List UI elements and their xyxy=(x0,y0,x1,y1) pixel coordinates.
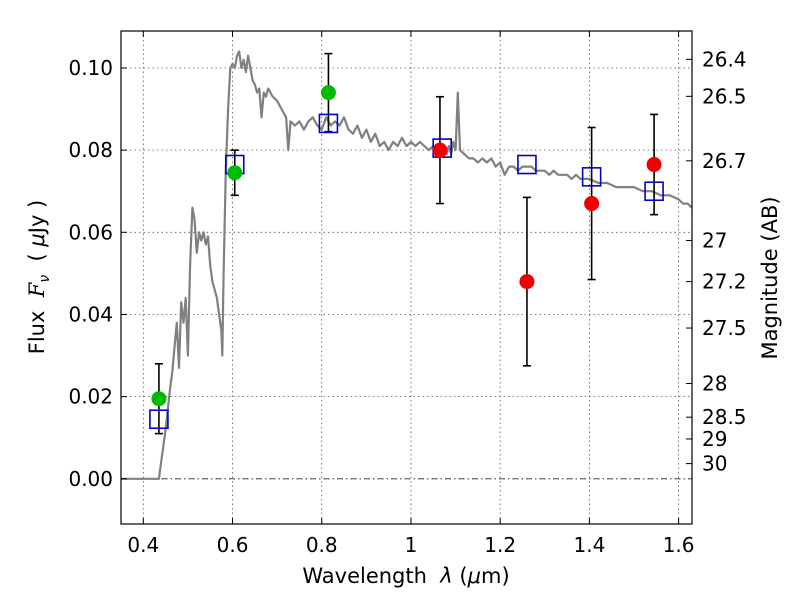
magnitude-tick-label: 27.5 xyxy=(702,316,747,340)
magnitude-tick-label: 26.5 xyxy=(702,84,747,108)
model-photometry-square-2 xyxy=(318,113,339,134)
optical-data-point-2 xyxy=(320,85,336,101)
magnitude-tick-label: 30 xyxy=(702,452,727,476)
plot-frame xyxy=(120,30,693,525)
magnitude-tick-label: 27 xyxy=(702,229,727,253)
magnitude-tick-label: 29 xyxy=(702,427,727,451)
y-tick-label: 0.00 xyxy=(68,467,113,491)
grid xyxy=(121,31,692,524)
x-tick-label: 1.6 xyxy=(663,533,695,557)
magnitude-tick-label: 26.7 xyxy=(702,149,747,173)
magnitude-tick-label: 28 xyxy=(702,371,727,395)
y-tick-label: 0.10 xyxy=(68,56,113,80)
y-tick-label: 0.04 xyxy=(68,302,113,326)
axis-ticks: 0.4 0.6 0.8 1 1.2 1.4 1.6 0.00 0.02 0.04 0.06 0.08 0… xyxy=(68,31,747,557)
x-tick-label: 0.4 xyxy=(127,533,159,557)
model-photometry-square-0 xyxy=(149,409,169,430)
x-tick-label: 0.8 xyxy=(306,533,338,557)
x-tick-label: 1.4 xyxy=(573,533,605,557)
magnitude-tick-label: 26.4 xyxy=(702,47,747,71)
plot-border xyxy=(120,30,693,525)
magnitude-tick-label: 27.2 xyxy=(702,270,747,294)
model-photometry-square-4 xyxy=(517,154,537,175)
nir-data-point-1 xyxy=(519,274,535,290)
nir-data-point-0 xyxy=(432,142,448,158)
optical-data-point-0 xyxy=(151,391,167,407)
x-tick-label: 1.2 xyxy=(484,533,516,557)
x-tick-label: 0.6 xyxy=(217,533,249,557)
nir-data-point-3 xyxy=(646,157,662,173)
model-photometry-square-5 xyxy=(581,167,602,187)
optical-data-point-1 xyxy=(227,165,243,181)
y-tick-label: 0.06 xyxy=(68,220,113,244)
right-axis-label: Magnitude (AB) xyxy=(758,196,782,359)
y-tick-label: 0.08 xyxy=(68,138,113,162)
y-tick-label: 0.02 xyxy=(68,385,113,409)
nir-data-point-2 xyxy=(584,196,600,212)
data-markers xyxy=(149,85,664,430)
sed-model-line xyxy=(121,50,693,480)
sed-model-curve xyxy=(121,50,693,480)
model-photometry-square-6 xyxy=(644,181,664,202)
magnitude-tick-label: 28.5 xyxy=(702,405,747,429)
y-axis-label: Flux Fν ( μJy ) xyxy=(25,200,53,355)
x-tick-label: 1 xyxy=(405,533,418,557)
x-axis-label: Wavelength λ (μm) xyxy=(302,564,509,588)
